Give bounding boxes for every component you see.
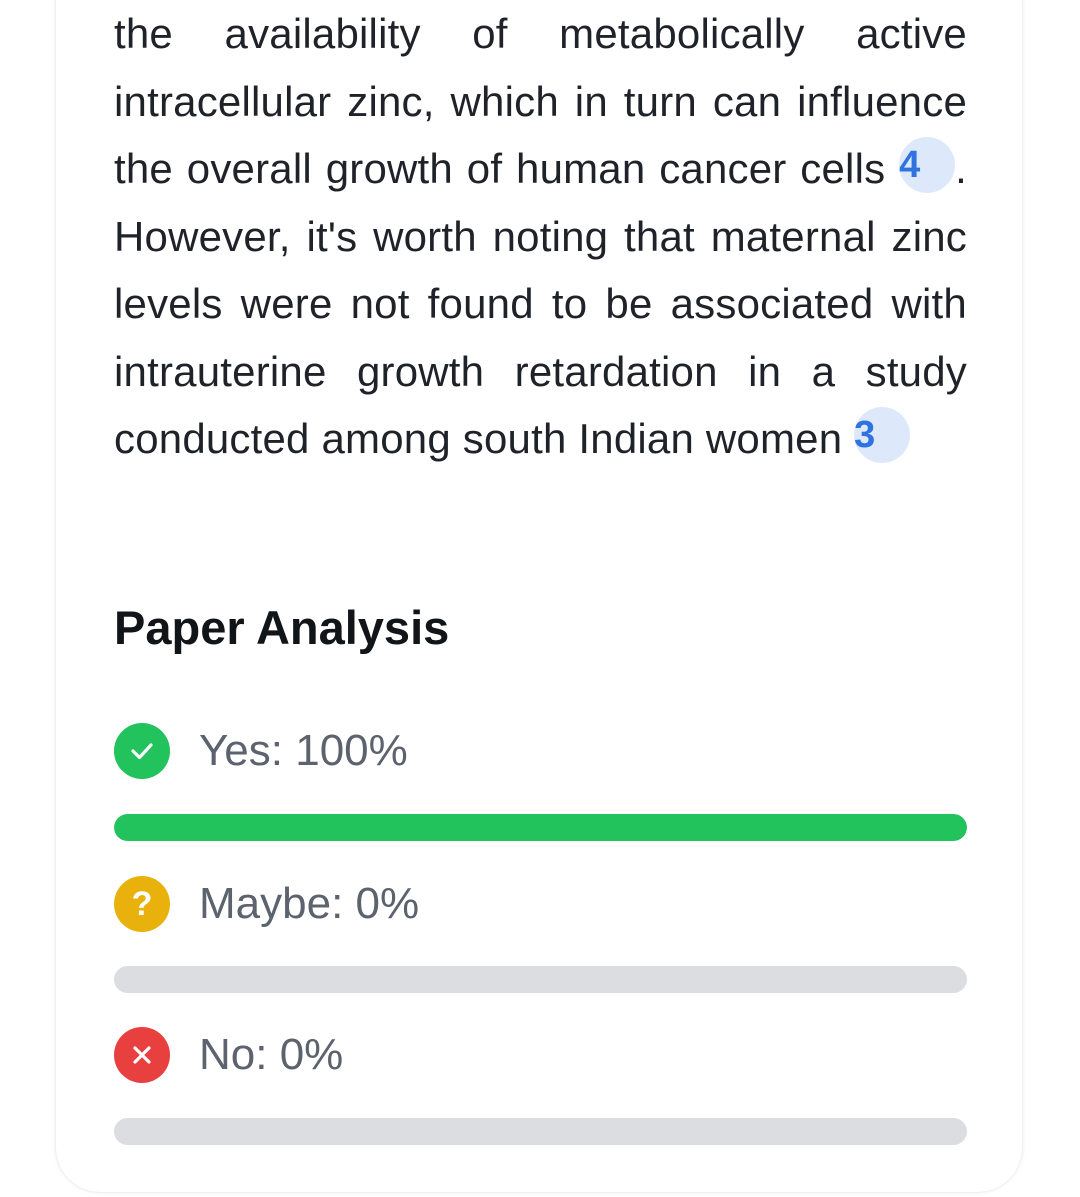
analysis-label-no: No: 0%	[199, 1030, 344, 1079]
progress-track-no	[114, 1118, 967, 1145]
analysis-row-maybe: ? Maybe: 0%	[114, 876, 967, 936]
progress-track-maybe	[114, 966, 967, 993]
analysis-label-maybe: Maybe: 0%	[199, 879, 420, 928]
analysis-card	[56, 0, 1022, 1192]
paragraph-text-2: . However, it's worth noting that matern…	[114, 145, 967, 462]
check-icon	[114, 723, 170, 779]
citation-badge-3[interactable]: 3	[854, 406, 911, 463]
progress-track-yes	[114, 814, 967, 841]
close-icon	[114, 1027, 170, 1083]
analysis-row-no: No: 0%	[114, 1027, 967, 1087]
progress-fill-yes	[114, 814, 967, 841]
answer-paragraph: the availability of metabolically active…	[114, 0, 967, 473]
citation-badge-4[interactable]: 4	[899, 136, 956, 193]
paper-analysis-title: Paper Analysis	[114, 601, 450, 654]
question-icon: ?	[114, 876, 170, 932]
analysis-row-yes: Yes: 100%	[114, 723, 967, 783]
paragraph-text-1: the availability of metabolically active…	[114, 10, 967, 192]
analysis-label-yes: Yes: 100%	[199, 726, 408, 775]
